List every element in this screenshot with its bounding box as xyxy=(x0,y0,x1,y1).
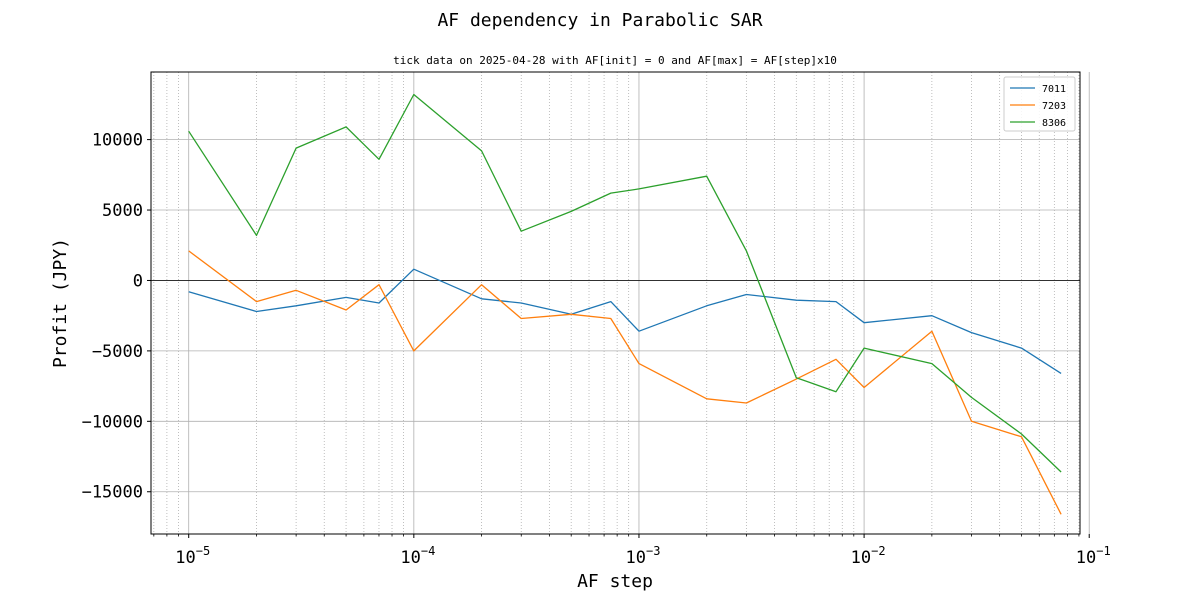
legend-label-8306: 8306 xyxy=(1042,118,1066,129)
tick-group: 10−5 10−4 10−3 10−2 10−1 10000 5000 0 −5000 −1000… xyxy=(82,131,1111,568)
x-tick-label: 10−2 xyxy=(851,544,886,568)
series-group xyxy=(188,93,1062,515)
y-tick-label: 10000 xyxy=(92,131,143,151)
series-line-8306 xyxy=(188,93,1062,473)
x-axis-label: AF step xyxy=(577,571,653,592)
chart-subtitle: tick data on 2025-04-28 with AF[init] = … xyxy=(393,54,837,67)
y-tick-label: −5000 xyxy=(92,342,143,362)
series-line-7203 xyxy=(188,250,1062,515)
y-tick-label: −10000 xyxy=(82,412,143,432)
x-tick-label: 10−5 xyxy=(175,544,210,568)
y-tick-label: 0 xyxy=(133,271,143,291)
series-line-7011 xyxy=(188,268,1062,374)
plot-frame xyxy=(150,71,1081,535)
y-tick-label: −15000 xyxy=(82,483,143,503)
legend: 7011 7203 8306 xyxy=(1003,76,1076,132)
chart-title: AF dependency in Parabolic SAR xyxy=(437,10,762,31)
legend-label-7203: 7203 xyxy=(1042,101,1066,112)
y-tick-label: 5000 xyxy=(102,201,143,221)
x-tick-label: 10−3 xyxy=(625,544,660,568)
legend-label-7011: 7011 xyxy=(1042,84,1066,95)
y-axis-label: Profit (JPY) xyxy=(50,238,71,368)
grid xyxy=(151,72,1090,534)
x-tick-label: 10−4 xyxy=(400,544,435,568)
legend-box xyxy=(1003,76,1076,132)
x-tick-label: 10−1 xyxy=(1076,544,1111,568)
